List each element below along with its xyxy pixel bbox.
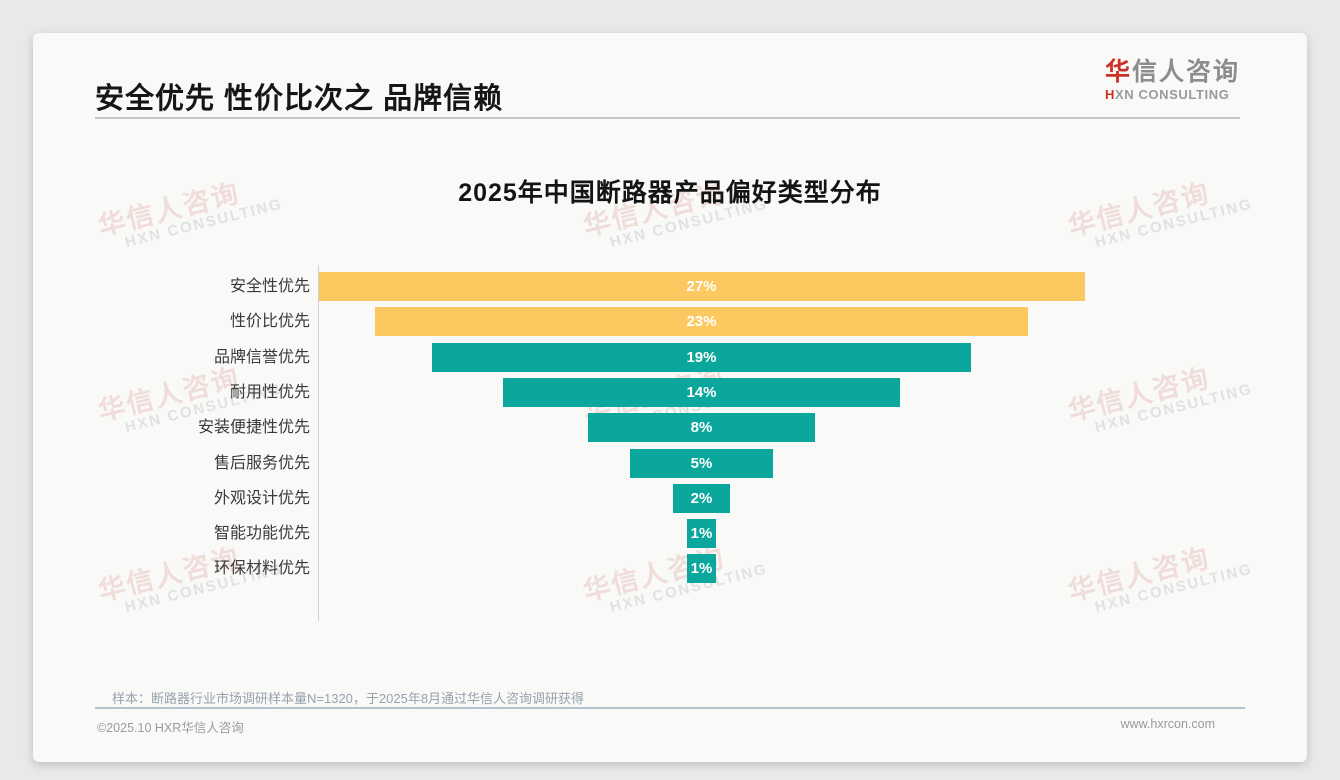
bar: 8% (587, 413, 816, 443)
category-label: 性价比优先 (229, 313, 310, 331)
bar: 1% (687, 519, 716, 549)
chart-bar-row: 品牌信誉优先 19% (33, 33, 1307, 762)
category-label: 环保材料优先 (213, 560, 310, 578)
bar: 23% (374, 307, 1029, 337)
chart-bar-row: 智能功能优先 1% (33, 33, 1307, 762)
bar: 1% (687, 554, 716, 584)
y-axis-line (318, 265, 319, 621)
website-text: www.hxrcon.com (1120, 717, 1215, 731)
bar: 5% (630, 448, 773, 478)
bar-value-label: 2% (690, 489, 713, 507)
page-title: 安全优先 性价比次之 品牌信赖 (95, 83, 504, 115)
category-label: 耐用性优先 (229, 383, 310, 401)
slide-card: 华信人咨询 HXN CONSULTING 华信人咨询 HXN CONSULTING 华信… (33, 33, 1307, 762)
bar-value-label: 1% (690, 525, 713, 543)
bar-value-label: 5% (690, 454, 713, 472)
footer-divider (95, 707, 1245, 709)
header: 安全优先 性价比次之 品牌信赖 (95, 75, 1245, 117)
bar-value-label: 23% (686, 313, 717, 331)
category-label: 外观设计优先 (213, 489, 310, 507)
category-label: 售后服务优先 (213, 454, 310, 472)
chart-bar-row: 安装便捷性优先 8% (33, 33, 1307, 762)
bar-value-label: 1% (690, 560, 713, 578)
chart-bar-row: 环保材料优先 1% (33, 33, 1307, 762)
funnel-bar-chart: 安全性优先 27% 性价比优先 23% 品牌信誉优先 19% 耐用性优先 14%… (33, 33, 1307, 762)
chart-bar-row: 外观设计优先 2% (33, 33, 1307, 762)
bar: 14% (502, 377, 901, 407)
chart-bar-row: 性价比优先 23% (33, 33, 1307, 762)
bar: 27% (318, 272, 1085, 301)
bar-value-label: 14% (686, 383, 717, 401)
chart-bar-row: 售后服务优先 5% (33, 33, 1307, 762)
category-label: 安全性优先 (229, 278, 310, 295)
bar-value-label: 19% (686, 348, 717, 366)
header-divider (95, 117, 1240, 119)
chart-bar-row: 安全性优先 27% (33, 33, 1307, 762)
chart-bar-row: 耐用性优先 14% (33, 33, 1307, 762)
copyright-text: ©2025.10 HXR华信人咨询 (97, 721, 244, 735)
logo-chinese-text: 华信人咨询 (1104, 58, 1240, 86)
bar-value-label: 27% (686, 278, 717, 295)
category-label: 安装便捷性优先 (197, 419, 310, 437)
bar: 2% (673, 483, 730, 513)
sample-note: 样本：断路器行业市场调研样本量N=1320，于2025年8月通过华信人咨询调研获… (112, 691, 585, 706)
bar-value-label: 8% (690, 419, 713, 437)
bar: 19% (431, 342, 972, 372)
category-label: 智能功能优先 (213, 525, 310, 543)
logo-english-text: HXN CONSULTING (1104, 86, 1230, 102)
category-label: 品牌信誉优先 (213, 348, 310, 366)
chart-title: 2025年中国断路器产品偏好类型分布 (458, 179, 882, 207)
company-logo: 华信人咨询 HXN CONSULTING (1104, 58, 1240, 102)
